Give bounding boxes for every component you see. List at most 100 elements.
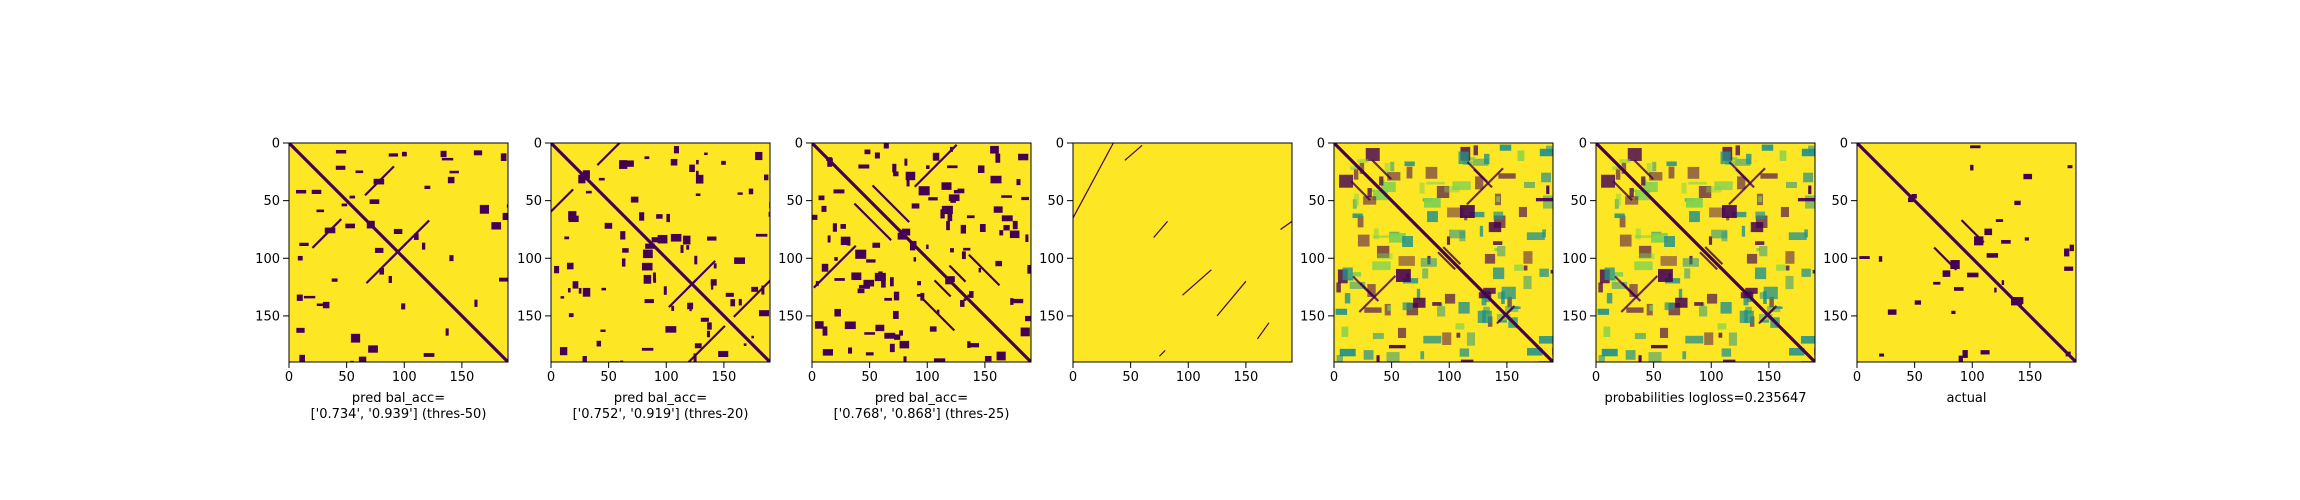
contact-patch [1763, 286, 1778, 300]
contact-patch [1984, 228, 1993, 236]
contact-patch [596, 340, 602, 347]
contact-patch [864, 149, 871, 155]
contact-patch [1761, 144, 1774, 151]
panel-caption: probabilities logloss=0.235647 [1604, 391, 1806, 406]
contact-patch [1699, 306, 1708, 317]
contact-patch [1339, 361, 1357, 362]
contact-patch [1650, 344, 1668, 349]
heatmap-panel-7: 0 50 100 150 0 50 100 150 actual [1823, 137, 2077, 406]
contact-patch [568, 211, 577, 220]
contact-patch [834, 278, 845, 281]
x-tick-label: 50 [338, 370, 355, 385]
contact-patch [368, 345, 378, 353]
axes-frame [1333, 142, 1554, 363]
contact-patch [1016, 179, 1021, 186]
contact-patch [725, 292, 734, 297]
contact-patch [1878, 256, 1883, 262]
contact-patch [1507, 296, 1512, 308]
contact-patch [1800, 335, 1815, 344]
panel-caption: ['0.768', '0.868'] (thres-25) [834, 407, 1010, 422]
contact-patch [1759, 246, 1768, 257]
contact-patch [821, 263, 829, 272]
contact-patch [1614, 199, 1619, 209]
panel-caption: pred bal_acc= [614, 391, 707, 406]
y-tick-label: 0 [1317, 137, 1325, 152]
contact-patch [953, 189, 960, 194]
contact-patch [311, 189, 322, 194]
y-tick-label: 0 [795, 137, 803, 152]
contact-patch [1526, 347, 1543, 356]
contact-patch [710, 281, 714, 290]
contact-patch [1717, 323, 1727, 330]
contact-band [853, 202, 892, 242]
axes-frame [288, 142, 509, 363]
contact-patch [671, 305, 675, 311]
contact-patch [1404, 161, 1415, 167]
contact-patch [1518, 206, 1528, 218]
contact-patch [401, 151, 407, 157]
contact-patch [933, 358, 946, 362]
contact-patch [917, 281, 922, 286]
contact-patch [1365, 148, 1380, 161]
contact-band [1614, 275, 1636, 297]
contact-patch [950, 195, 956, 203]
contact-patch [1481, 293, 1487, 306]
contact-segment [1280, 220, 1292, 230]
contact-patch [897, 232, 907, 240]
contact-patch [621, 258, 626, 267]
contact-patch [1413, 297, 1426, 308]
contact-patch [1552, 148, 1553, 159]
contact-patch [1664, 302, 1675, 311]
contact-patch [901, 228, 911, 236]
contact-patch [892, 163, 897, 173]
contact-patch [1709, 207, 1726, 218]
contact-patch [1958, 355, 1963, 362]
contact-patch [1614, 213, 1625, 219]
contact-band [968, 253, 1001, 287]
x-tick-label: 150 [2017, 370, 2042, 385]
contact-patch [1370, 189, 1375, 192]
contact-patch [894, 334, 901, 340]
panel-caption: actual [1946, 391, 1986, 406]
contact-patch [1970, 145, 1981, 149]
contact-patch [499, 277, 508, 282]
contact-patch [909, 242, 916, 251]
contact-patch [1814, 237, 1815, 250]
contact-patch [1473, 145, 1479, 156]
contact-patch [941, 182, 952, 190]
contact-patch [645, 243, 655, 249]
contact-patch [960, 300, 965, 307]
contact-patch [2001, 239, 2011, 244]
contact-patch [1785, 251, 1795, 264]
contact-patch [2023, 173, 2033, 180]
contact-segment [1153, 220, 1168, 238]
contact-patch [401, 303, 406, 310]
contact-patch [834, 257, 838, 261]
contact-patch [999, 230, 1004, 236]
y-tick-label: 0 [1840, 137, 1848, 152]
contact-patch [1708, 236, 1713, 245]
contact-patch [1803, 172, 1813, 183]
contact-patch [1341, 326, 1349, 338]
contact-patch [1687, 166, 1700, 179]
contact-patch [1381, 181, 1396, 193]
contact-patch [316, 209, 325, 213]
contact-patch [1425, 166, 1438, 179]
contact-patch [1357, 234, 1370, 247]
contact-patch [350, 333, 361, 343]
contact-patch [993, 206, 1003, 213]
contact-patch [1743, 293, 1749, 306]
y-tick-label: 100 [1039, 252, 1064, 267]
contact-patch [911, 203, 920, 209]
contact-patch [335, 149, 347, 154]
contact-patch [1397, 327, 1407, 338]
heatmap-image [1334, 143, 1553, 362]
x-tick-label: 0 [1069, 370, 1077, 385]
contact-patch [969, 291, 974, 298]
contact-patch [1612, 166, 1624, 170]
contact-segment [1216, 280, 1247, 317]
contact-patch [1442, 332, 1452, 345]
contact-patch [642, 249, 653, 259]
contact-patch [694, 255, 698, 265]
contact-patch [1012, 298, 1024, 304]
